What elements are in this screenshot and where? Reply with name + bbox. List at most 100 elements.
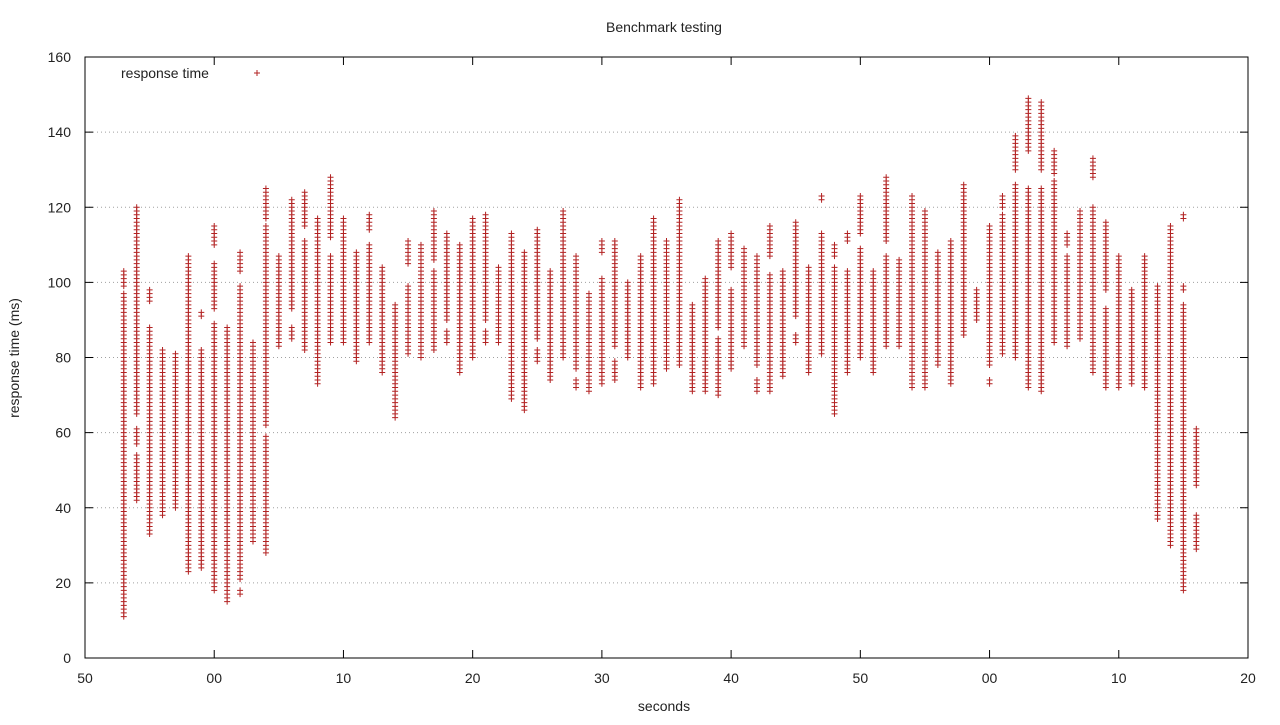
y-tick-label: 60 [55, 425, 71, 441]
data-point [146, 286, 153, 293]
data-point [159, 346, 166, 353]
data-point [818, 230, 825, 237]
data-point [237, 283, 244, 290]
data-point [224, 324, 231, 331]
data-point [430, 208, 437, 215]
x-tick-label: 20 [465, 670, 481, 686]
data-point [753, 253, 760, 260]
data-point [482, 328, 489, 335]
data-point [1077, 208, 1084, 215]
data-point [598, 275, 605, 282]
x-axis-label: seconds [638, 698, 690, 714]
data-point [547, 268, 554, 275]
data-point [611, 358, 618, 365]
data-point [262, 185, 269, 192]
data-point [1128, 286, 1135, 293]
data-point [766, 271, 773, 278]
data-point [857, 245, 864, 252]
data-point [857, 192, 864, 199]
data-point [689, 301, 696, 308]
data-point [495, 264, 502, 271]
data-point [728, 230, 735, 237]
data-point [624, 279, 631, 286]
data-point [896, 256, 903, 263]
data-point [172, 350, 179, 357]
axis-ticks: 0 20 40 60 80 100 120 140 160 50 00 10 20 30 40 50 00 10 2… [48, 49, 1256, 686]
data-point [947, 238, 954, 245]
data-point [327, 253, 334, 260]
data-point [1115, 253, 1122, 260]
legend-label: response time [121, 65, 209, 81]
x-tick-label: 50 [853, 670, 869, 686]
data-point [598, 238, 605, 245]
data-point [715, 238, 722, 245]
data-point [120, 290, 127, 297]
data-point [211, 260, 218, 267]
data-point [249, 339, 256, 346]
data-point [986, 377, 993, 384]
data-point [909, 192, 916, 199]
data-points [120, 95, 1200, 620]
data-point [1051, 147, 1058, 154]
data-point [663, 238, 670, 245]
data-point [611, 238, 618, 245]
y-tick-label: 40 [55, 500, 71, 516]
data-point [999, 211, 1006, 218]
data-point [353, 249, 360, 256]
x-tick-label: 10 [336, 670, 352, 686]
data-point [741, 245, 748, 252]
data-point [443, 328, 450, 335]
data-point [702, 275, 709, 282]
data-point [883, 174, 890, 181]
data-point [133, 425, 140, 432]
y-axis-label: response time (ms) [6, 298, 22, 418]
x-tick-label: 20 [1240, 670, 1256, 686]
data-point [1102, 219, 1109, 226]
data-point [934, 249, 941, 256]
data-point [1012, 132, 1019, 139]
legend: response time [121, 65, 260, 81]
data-point [831, 264, 838, 271]
data-point [288, 196, 295, 203]
legend-marker-symbol [254, 70, 260, 76]
data-point [237, 587, 244, 594]
data-point [430, 268, 437, 275]
x-tick-label: 40 [723, 670, 739, 686]
data-point [1167, 223, 1174, 230]
data-point [1064, 253, 1071, 260]
data-point [1180, 301, 1187, 308]
data-point [288, 324, 295, 331]
x-tick-label: 00 [206, 670, 222, 686]
data-point [1089, 204, 1096, 211]
data-point [1089, 155, 1096, 162]
data-point [366, 211, 373, 218]
data-point [198, 309, 205, 316]
data-point [469, 215, 476, 222]
y-tick-label: 0 [63, 650, 71, 666]
data-point [973, 286, 980, 293]
data-point [844, 268, 851, 275]
data-point [1180, 211, 1187, 218]
y-tick-label: 100 [48, 274, 72, 290]
data-point [482, 211, 489, 218]
data-point [1038, 99, 1045, 106]
data-point [275, 253, 282, 260]
data-point [314, 215, 321, 222]
data-point [585, 290, 592, 297]
data-point [753, 377, 760, 384]
data-point [1193, 512, 1200, 519]
data-point [301, 189, 308, 196]
data-point [1180, 283, 1187, 290]
data-point [960, 181, 967, 188]
data-point [1154, 283, 1161, 290]
y-tick-label: 20 [55, 575, 71, 591]
data-point [262, 433, 269, 440]
data-point [392, 301, 399, 308]
data-point [999, 192, 1006, 199]
legend-marker [254, 70, 260, 76]
data-point [534, 346, 541, 353]
chart-title: Benchmark testing [606, 19, 722, 35]
data-point [637, 253, 644, 260]
